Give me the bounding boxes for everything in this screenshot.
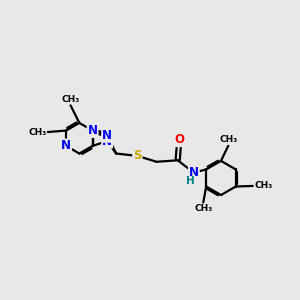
- Text: N: N: [102, 129, 112, 142]
- Text: O: O: [174, 133, 184, 146]
- Text: H: H: [186, 176, 195, 186]
- Text: CH₃: CH₃: [61, 95, 80, 104]
- Text: S: S: [133, 149, 142, 162]
- Text: CH₃: CH₃: [194, 204, 212, 213]
- Text: N: N: [61, 140, 71, 152]
- Text: CH₃: CH₃: [219, 135, 238, 144]
- Text: N: N: [88, 124, 98, 137]
- Text: N: N: [102, 135, 112, 148]
- Text: N: N: [189, 166, 199, 179]
- Text: CH₃: CH₃: [254, 182, 273, 190]
- Text: CH₃: CH₃: [28, 128, 46, 136]
